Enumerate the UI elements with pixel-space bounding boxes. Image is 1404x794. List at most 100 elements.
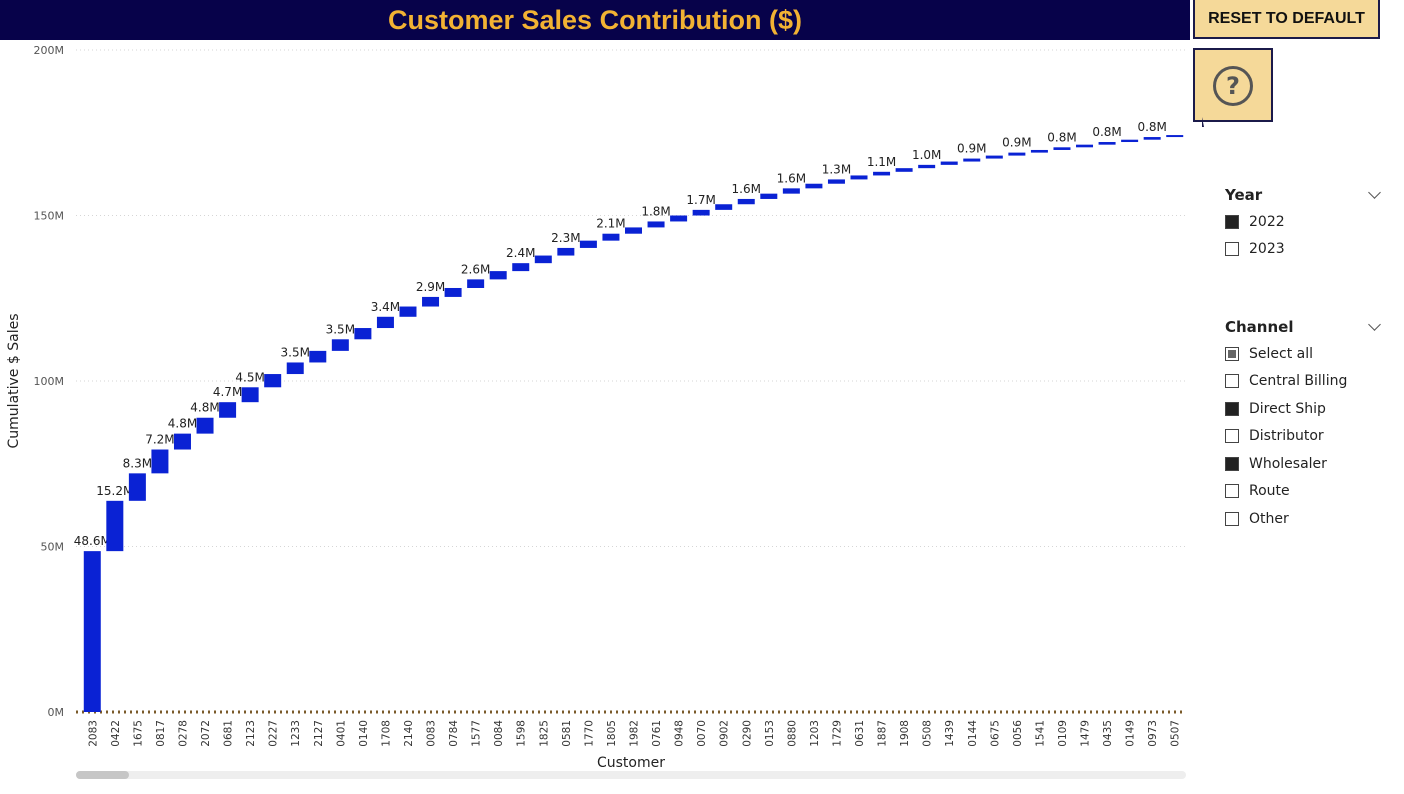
checkbox[interactable] bbox=[1225, 456, 1239, 471]
bar bbox=[670, 215, 688, 222]
checkbox[interactable] bbox=[1225, 374, 1239, 389]
bar bbox=[1166, 135, 1184, 138]
slicer-item[interactable]: 2023 bbox=[1225, 236, 1385, 264]
checkbox[interactable] bbox=[1225, 484, 1239, 499]
data-label: 1.8M bbox=[641, 204, 670, 218]
x-tick-label: 0784 bbox=[448, 720, 460, 747]
x-tick-label: 1805 bbox=[606, 720, 618, 747]
slicer: Channel Select all Central Billing Direct S… bbox=[1225, 314, 1385, 533]
data-label: 0.8M bbox=[1092, 125, 1121, 139]
x-tick-label: 1541 bbox=[1034, 720, 1046, 747]
x-tick-label: 0144 bbox=[967, 720, 979, 747]
checkbox[interactable] bbox=[1225, 401, 1239, 416]
x-tick-label: 0681 bbox=[223, 720, 235, 747]
scrollbar-thumb[interactable] bbox=[76, 771, 129, 779]
bar bbox=[805, 183, 823, 189]
bar bbox=[940, 161, 958, 165]
bar bbox=[376, 316, 394, 329]
bar bbox=[534, 255, 552, 264]
slicer-item-label: Direct Ship bbox=[1249, 400, 1326, 417]
x-tick-label: 1233 bbox=[290, 720, 302, 747]
slicer-item-label: 2023 bbox=[1249, 241, 1285, 258]
bar bbox=[1053, 147, 1071, 150]
data-label: 1.6M bbox=[732, 182, 761, 196]
data-label: 15.2M bbox=[96, 484, 133, 498]
x-tick-label: 1598 bbox=[516, 720, 528, 747]
x-tick-label: 0902 bbox=[719, 720, 731, 747]
bar bbox=[309, 350, 327, 363]
bar bbox=[1121, 139, 1139, 143]
data-label: 7.2M bbox=[145, 433, 174, 447]
slicer-item[interactable]: Route bbox=[1225, 478, 1385, 506]
data-label: 1.1M bbox=[867, 155, 896, 169]
x-tick-label: 0083 bbox=[426, 720, 438, 747]
slicer-item-label: Central Billing bbox=[1249, 373, 1348, 390]
bar bbox=[196, 417, 214, 434]
bar bbox=[895, 168, 913, 172]
bar bbox=[602, 233, 620, 241]
slicer-item[interactable]: Other bbox=[1225, 505, 1385, 533]
bar bbox=[219, 402, 237, 418]
y-tick-label: 100M bbox=[34, 375, 65, 388]
bar bbox=[1098, 142, 1116, 145]
data-label: 4.7M bbox=[213, 385, 242, 399]
checkbox[interactable] bbox=[1225, 214, 1239, 229]
x-tick-label: 0675 bbox=[989, 720, 1001, 747]
slicer-item-label: 2022 bbox=[1249, 213, 1285, 230]
slicer-item[interactable]: Wholesaler bbox=[1225, 450, 1385, 478]
x-tick-label: 1887 bbox=[877, 720, 889, 747]
bar bbox=[963, 158, 981, 162]
x-tick-label: 0401 bbox=[335, 720, 347, 747]
bar bbox=[286, 362, 304, 375]
data-label: 3.5M bbox=[281, 345, 310, 359]
bar bbox=[827, 179, 845, 184]
x-tick-label: 0880 bbox=[786, 720, 798, 747]
slicer-item-label: Other bbox=[1249, 510, 1289, 527]
data-label: 2.3M bbox=[551, 231, 580, 245]
x-tick-label: 1770 bbox=[583, 720, 595, 747]
data-label: 3.4M bbox=[371, 300, 400, 314]
scrollbar-track[interactable] bbox=[76, 771, 1186, 779]
help-button[interactable]: ? bbox=[1193, 48, 1273, 122]
bar bbox=[128, 473, 146, 501]
data-label: 0.9M bbox=[1002, 136, 1031, 150]
slicer-item[interactable]: Select all bbox=[1225, 340, 1385, 368]
data-label: 3.5M bbox=[326, 322, 355, 336]
x-tick-label: 0973 bbox=[1147, 720, 1159, 747]
bar bbox=[715, 204, 733, 210]
checkbox[interactable] bbox=[1225, 346, 1239, 361]
x-tick-label: 0070 bbox=[696, 720, 708, 747]
x-tick-label: 0153 bbox=[764, 720, 776, 747]
x-tick-label: 1908 bbox=[899, 720, 911, 747]
bar bbox=[83, 551, 101, 712]
header: Customer Sales Contribution ($) bbox=[0, 0, 1190, 40]
x-tick-label: 0435 bbox=[1102, 720, 1114, 747]
slicer-item[interactable]: 2022 bbox=[1225, 208, 1385, 236]
checkbox[interactable] bbox=[1225, 511, 1239, 526]
x-tick-label: 0948 bbox=[674, 720, 686, 747]
checkbox[interactable] bbox=[1225, 242, 1239, 257]
bar bbox=[264, 374, 282, 388]
reset-button[interactable]: RESET TO DEFAULT bbox=[1193, 0, 1380, 39]
y-tick-label: 0M bbox=[48, 706, 65, 719]
checkbox[interactable] bbox=[1225, 429, 1239, 444]
x-tick-label: 1675 bbox=[132, 720, 144, 747]
x-tick-label: 2083 bbox=[87, 720, 99, 747]
data-label: 2.9M bbox=[416, 280, 445, 294]
help-tail bbox=[1202, 117, 1204, 127]
bar bbox=[467, 279, 485, 288]
y-axis-title: Cumulative $ Sales bbox=[6, 314, 22, 449]
data-label: 1.7M bbox=[686, 193, 715, 207]
slicer-item[interactable]: Distributor bbox=[1225, 423, 1385, 451]
bar bbox=[241, 387, 259, 403]
slicer-item[interactable]: Central Billing bbox=[1225, 368, 1385, 396]
x-tick-label: 0056 bbox=[1012, 720, 1024, 747]
data-label: 1.0M bbox=[912, 148, 941, 162]
slicer-item-label: Select all bbox=[1249, 345, 1313, 362]
slicer-item-label: Wholesaler bbox=[1249, 455, 1327, 472]
x-tick-label: 2123 bbox=[245, 720, 257, 747]
y-tick-label: 150M bbox=[34, 210, 65, 223]
slicer-item[interactable]: Direct Ship bbox=[1225, 395, 1385, 423]
data-label: 48.6M bbox=[74, 534, 111, 548]
data-label: 2.4M bbox=[506, 246, 535, 260]
